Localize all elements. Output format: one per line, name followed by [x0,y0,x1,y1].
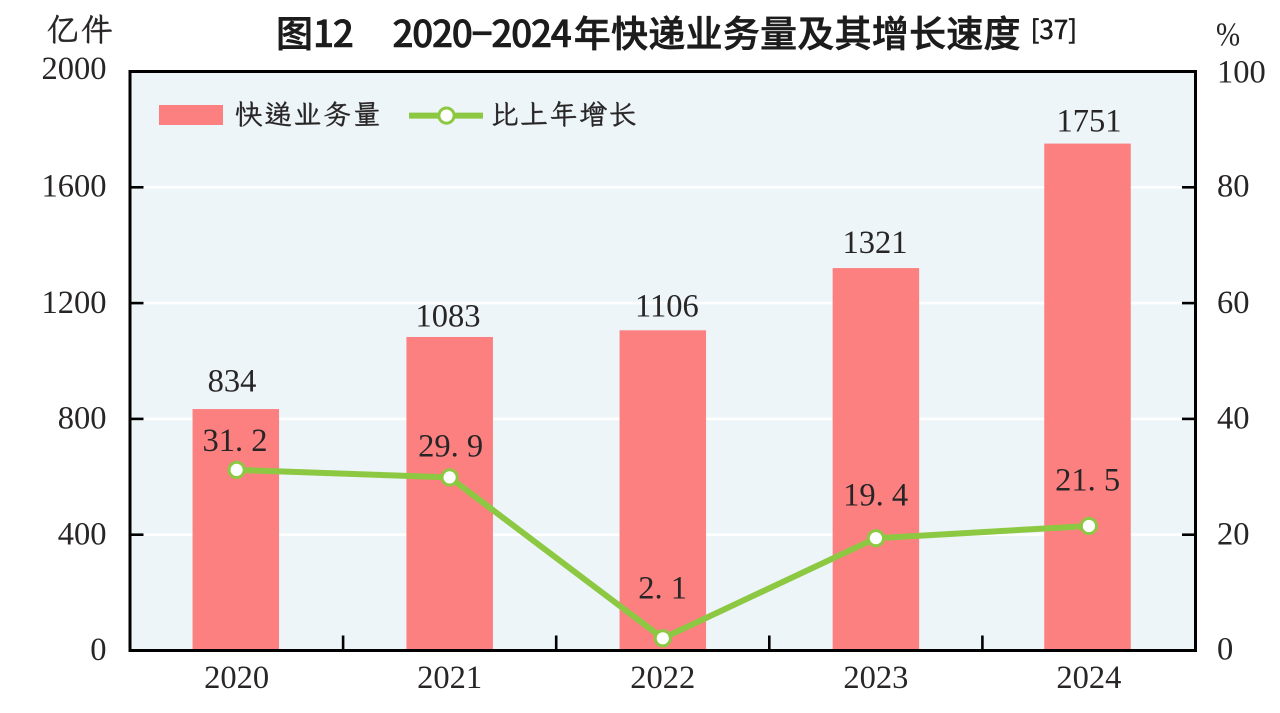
svg-text:800: 800 [58,401,107,437]
svg-text:20: 20 [1217,516,1250,552]
svg-text:2022: 2022 [630,660,695,696]
svg-text:0: 0 [90,632,106,668]
svg-text:60: 60 [1217,285,1250,321]
svg-text:31. 2: 31. 2 [203,423,268,459]
svg-text:2000: 2000 [42,51,107,87]
svg-text:29. 9: 29. 9 [418,429,483,465]
svg-text:%: % [1216,15,1240,53]
svg-text:40: 40 [1217,401,1250,437]
svg-text:1321: 1321 [843,225,908,261]
svg-text:2. 1: 2. 1 [638,571,687,607]
svg-text:1751: 1751 [1057,104,1122,140]
svg-text:1600: 1600 [42,169,107,205]
svg-text:0: 0 [1217,632,1233,668]
svg-text:80: 80 [1217,169,1250,205]
svg-text:2023: 2023 [843,660,908,696]
svg-text:400: 400 [58,516,107,552]
svg-text:100: 100 [1217,55,1266,91]
svg-text:21. 5: 21. 5 [1055,463,1120,499]
svg-text:1200: 1200 [42,285,107,321]
svg-text:19. 4: 19. 4 [843,478,908,514]
svg-text:2024: 2024 [1056,660,1121,696]
svg-text:834: 834 [208,363,257,399]
svg-text:2020: 2020 [204,660,269,696]
svg-text:2021: 2021 [417,660,482,696]
svg-text:1083: 1083 [416,298,481,334]
svg-text:1106: 1106 [635,288,699,324]
